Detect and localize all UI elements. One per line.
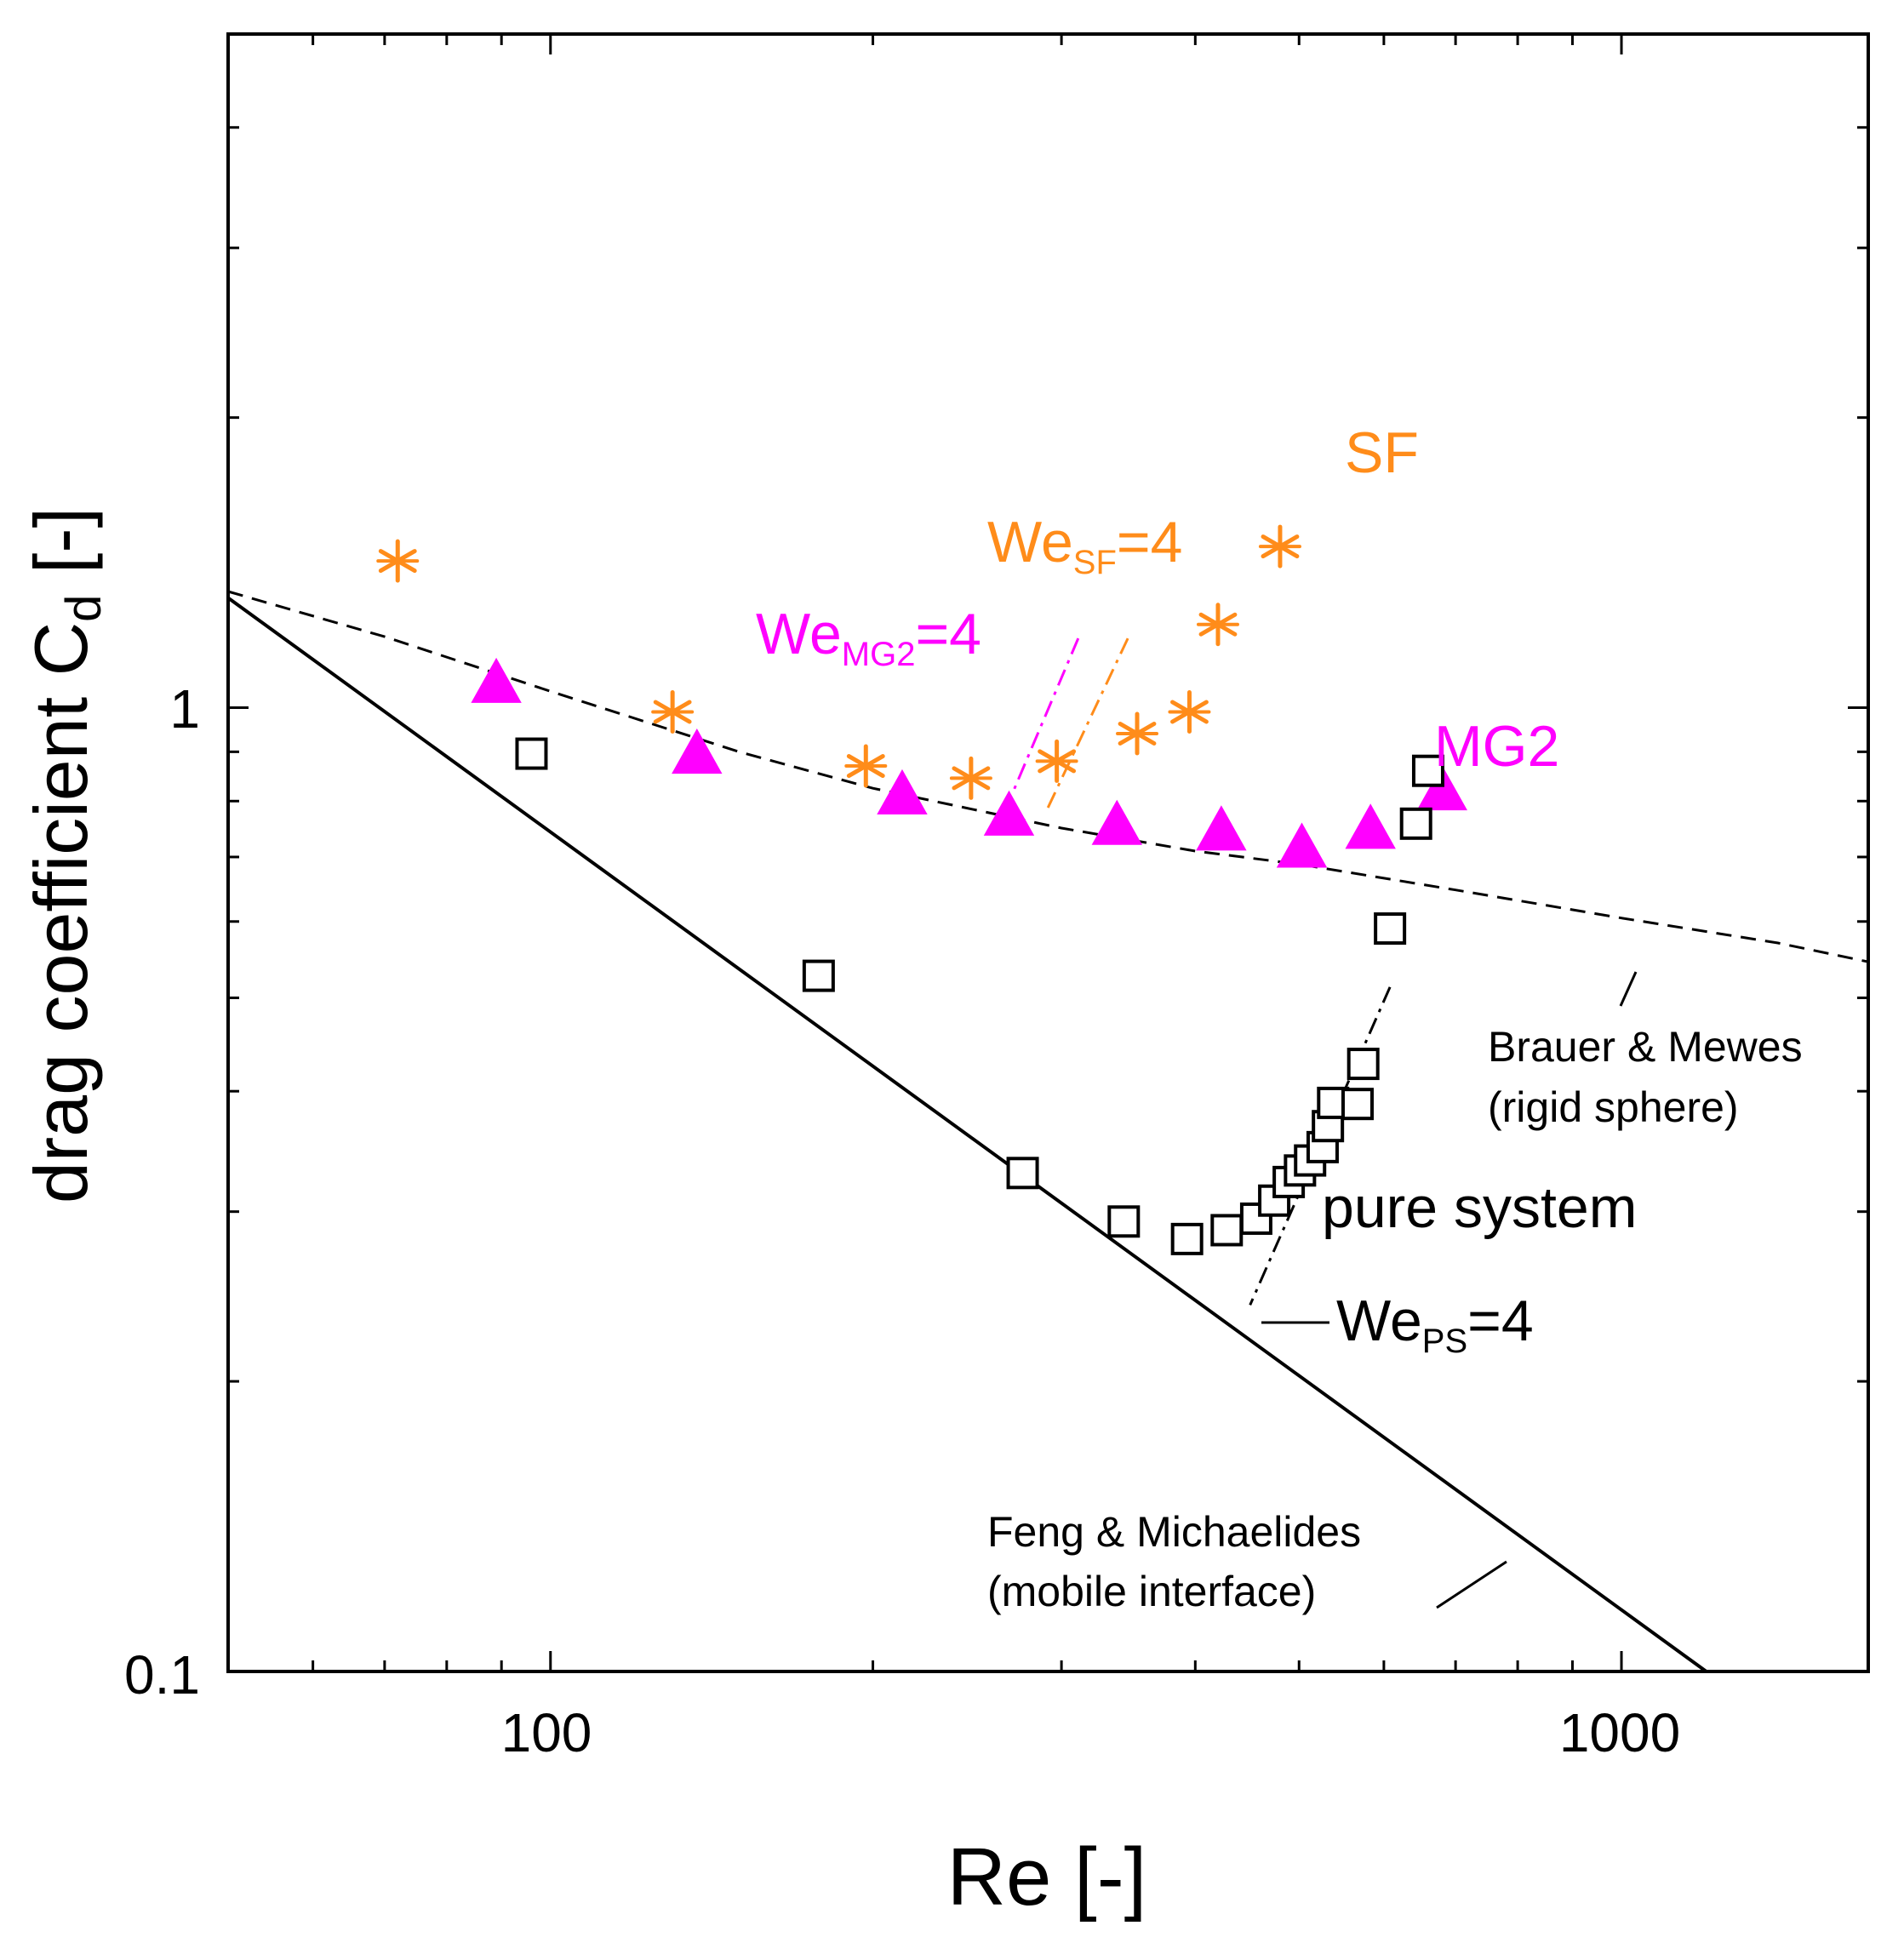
x-tick-label-1000: 1000	[1559, 1702, 1680, 1763]
we-sf-main: We	[987, 510, 1073, 574]
sf-asterisk-marker	[1258, 524, 1301, 569]
brauer-leader-line	[1619, 971, 1638, 1007]
we-mg2-main: We	[756, 602, 842, 666]
brauer-label-line2: (rigid sphere)	[1488, 1083, 1739, 1131]
sf-asterisk-marker	[1035, 739, 1078, 783]
sf-asterisk-marker	[1196, 603, 1239, 647]
we-sf-sub: SF	[1073, 544, 1117, 581]
pure-system-square-marker	[802, 959, 835, 992]
pure-system-label: pure system	[1322, 1175, 1637, 1240]
pure-system-square-marker	[1341, 1088, 1374, 1121]
data-markers	[376, 524, 1467, 1255]
brauer-label-line1: Brauer & Mewes	[1488, 1023, 1803, 1071]
axis-ticks	[226, 32, 1868, 1673]
sf-asterisk-marker	[376, 539, 420, 583]
pure-system-square-marker	[1210, 1214, 1244, 1247]
pure-system-square-marker	[1399, 807, 1432, 840]
mg2-triangle-marker	[1196, 805, 1247, 851]
sf-asterisk-marker	[949, 756, 992, 800]
y-tick-label-0.1: 0.1	[124, 1644, 200, 1706]
we-sf-eq: =4	[1117, 510, 1183, 574]
we-mg2-eq: =4	[915, 602, 981, 666]
y-axis-title-sub: d	[56, 595, 111, 622]
we-ps-label: WePS=4	[1336, 1288, 1534, 1360]
y-axis-title-tail: [-]	[19, 507, 103, 595]
x-tick-label-100: 100	[501, 1702, 592, 1763]
y-axis-title-main: drag coefficient C	[19, 622, 103, 1203]
plot-frame	[226, 32, 1870, 1673]
sf-asterisk-marker	[1116, 711, 1159, 756]
sf-asterisk-marker	[1168, 689, 1211, 734]
we-mg2-label: WeMG2=4	[756, 602, 981, 673]
pure-system-square-marker	[515, 737, 548, 770]
pure-system-square-marker	[1411, 754, 1444, 787]
mg2-triangle-marker	[672, 729, 723, 774]
we-mg2-sub: MG2	[842, 636, 916, 673]
mg2-triangle-marker	[1276, 822, 1328, 868]
feng-michaelides-mobile-interface-line	[226, 596, 1707, 1673]
pure-system-square-marker	[1170, 1222, 1204, 1255]
sf-asterisk-marker	[651, 689, 695, 734]
we-sf-4-line	[1046, 637, 1129, 810]
x-axis-title: Re [-]	[947, 1831, 1147, 1923]
feng-label-line2: (mobile interface)	[987, 1568, 1316, 1615]
pure-system-square-marker	[1347, 1048, 1380, 1081]
y-tick-label-1: 1	[169, 678, 200, 740]
sf-asterisk-marker	[844, 744, 888, 788]
feng-label-line1: Feng & Michaelides	[987, 1508, 1361, 1556]
we-sf-label: WeSF=4	[987, 510, 1182, 581]
y-axis-title: drag coefficient Cd [-]	[19, 507, 111, 1203]
we-ps-main: We	[1336, 1288, 1422, 1353]
mg2-triangle-marker	[1416, 765, 1467, 811]
brauer-mewes-rigid-sphere-line	[227, 590, 1869, 963]
mg2-triangle-marker	[471, 657, 522, 703]
sf-series-label: SF	[1345, 420, 1419, 485]
we-ps-eq: =4	[1467, 1288, 1534, 1353]
we-ps-sub: PS	[1422, 1323, 1467, 1360]
feng-leader-line	[1436, 1560, 1507, 1609]
pure-system-square-marker	[1374, 912, 1407, 946]
pure-system-square-marker	[1239, 1202, 1272, 1235]
pure-system-square-marker	[1107, 1205, 1141, 1238]
mg2-triangle-marker	[1345, 803, 1396, 849]
pure-system-square-marker	[1006, 1157, 1039, 1190]
mg2-triangle-marker	[1091, 799, 1142, 845]
mg2-series-label: MG2	[1434, 714, 1559, 779]
mg2-triangle-marker	[983, 790, 1035, 836]
mg2-triangle-marker	[877, 769, 928, 814]
we-mg2-4-line	[1011, 637, 1080, 794]
